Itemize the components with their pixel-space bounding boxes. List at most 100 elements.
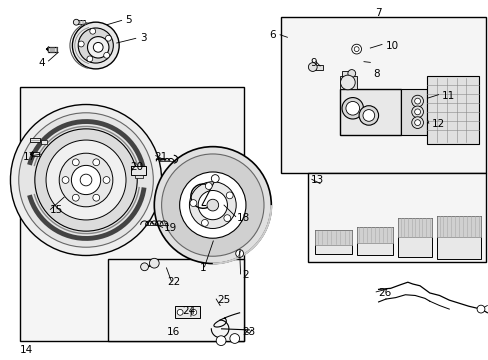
Text: 20: 20 (130, 162, 143, 172)
Text: 26: 26 (378, 288, 391, 298)
Text: 8: 8 (373, 69, 380, 79)
Ellipse shape (201, 220, 208, 226)
Ellipse shape (103, 52, 109, 58)
Ellipse shape (235, 249, 243, 257)
Text: 14: 14 (20, 345, 33, 355)
Bar (108, 259, 244, 341)
Ellipse shape (177, 309, 183, 315)
Ellipse shape (141, 263, 148, 271)
Text: 9: 9 (310, 58, 316, 68)
Text: 22: 22 (167, 277, 180, 287)
Ellipse shape (351, 44, 361, 54)
Text: 25: 25 (217, 295, 230, 305)
Text: 3: 3 (140, 33, 146, 43)
Ellipse shape (87, 37, 109, 58)
Bar (175, 306, 199, 318)
Bar (400, 89, 427, 135)
Text: 16: 16 (167, 327, 180, 337)
Text: 4: 4 (39, 58, 45, 68)
Bar (341, 71, 351, 76)
Ellipse shape (358, 106, 378, 125)
Ellipse shape (229, 334, 239, 343)
Ellipse shape (154, 147, 271, 264)
Text: 15: 15 (49, 206, 62, 216)
Ellipse shape (189, 182, 236, 229)
Ellipse shape (216, 336, 225, 346)
Ellipse shape (190, 200, 196, 207)
Ellipse shape (353, 47, 358, 51)
Ellipse shape (72, 22, 119, 69)
Ellipse shape (90, 28, 96, 34)
Ellipse shape (72, 194, 79, 201)
Text: 1: 1 (199, 263, 206, 273)
Ellipse shape (10, 104, 161, 256)
Bar (41, 140, 47, 144)
Bar (20, 87, 244, 341)
Ellipse shape (87, 56, 93, 62)
Bar (76, 21, 84, 24)
Ellipse shape (73, 19, 79, 25)
Bar (307, 173, 485, 262)
Ellipse shape (103, 177, 110, 183)
Ellipse shape (78, 28, 113, 63)
Text: 7: 7 (374, 8, 381, 18)
Ellipse shape (179, 172, 245, 238)
Bar (315, 230, 351, 253)
Ellipse shape (205, 183, 212, 189)
Text: 18: 18 (237, 213, 250, 222)
Ellipse shape (411, 117, 423, 129)
Bar (30, 138, 40, 142)
Text: 13: 13 (310, 175, 323, 185)
Ellipse shape (476, 305, 484, 313)
Text: 6: 6 (269, 30, 276, 40)
Bar (397, 218, 431, 237)
Ellipse shape (414, 98, 420, 104)
Ellipse shape (149, 258, 159, 268)
Ellipse shape (411, 106, 423, 118)
Text: 21: 21 (154, 152, 167, 162)
Ellipse shape (93, 194, 100, 201)
Bar (315, 230, 351, 244)
Ellipse shape (211, 175, 219, 183)
Ellipse shape (105, 35, 111, 41)
Bar (339, 76, 356, 89)
Bar (356, 226, 392, 243)
Bar (135, 175, 143, 178)
Ellipse shape (341, 98, 363, 119)
Ellipse shape (198, 190, 227, 220)
Ellipse shape (347, 69, 355, 77)
Ellipse shape (19, 113, 153, 247)
Ellipse shape (308, 63, 317, 71)
Ellipse shape (224, 215, 230, 221)
Text: 2: 2 (242, 270, 248, 280)
Ellipse shape (226, 192, 233, 199)
Bar (312, 64, 322, 69)
Ellipse shape (340, 75, 354, 90)
Text: 11: 11 (441, 91, 454, 101)
Text: 23: 23 (242, 327, 255, 337)
Bar (356, 226, 392, 255)
Text: 12: 12 (431, 120, 445, 129)
Ellipse shape (46, 140, 126, 220)
Text: 10: 10 (385, 41, 398, 50)
Ellipse shape (59, 153, 113, 207)
Bar (397, 218, 431, 257)
Bar (427, 76, 478, 144)
Text: 24: 24 (182, 306, 195, 316)
Bar (339, 89, 400, 135)
Ellipse shape (190, 309, 196, 315)
Ellipse shape (414, 109, 420, 115)
Ellipse shape (72, 159, 79, 166)
Ellipse shape (93, 159, 100, 166)
Ellipse shape (71, 165, 101, 195)
Bar (436, 216, 480, 237)
Text: 17: 17 (22, 152, 36, 162)
Bar (32, 152, 39, 156)
Ellipse shape (161, 154, 264, 256)
Ellipse shape (80, 174, 92, 186)
Ellipse shape (411, 95, 423, 107)
Bar (281, 17, 485, 173)
Ellipse shape (362, 109, 374, 121)
Bar (436, 216, 480, 259)
Ellipse shape (345, 102, 359, 115)
